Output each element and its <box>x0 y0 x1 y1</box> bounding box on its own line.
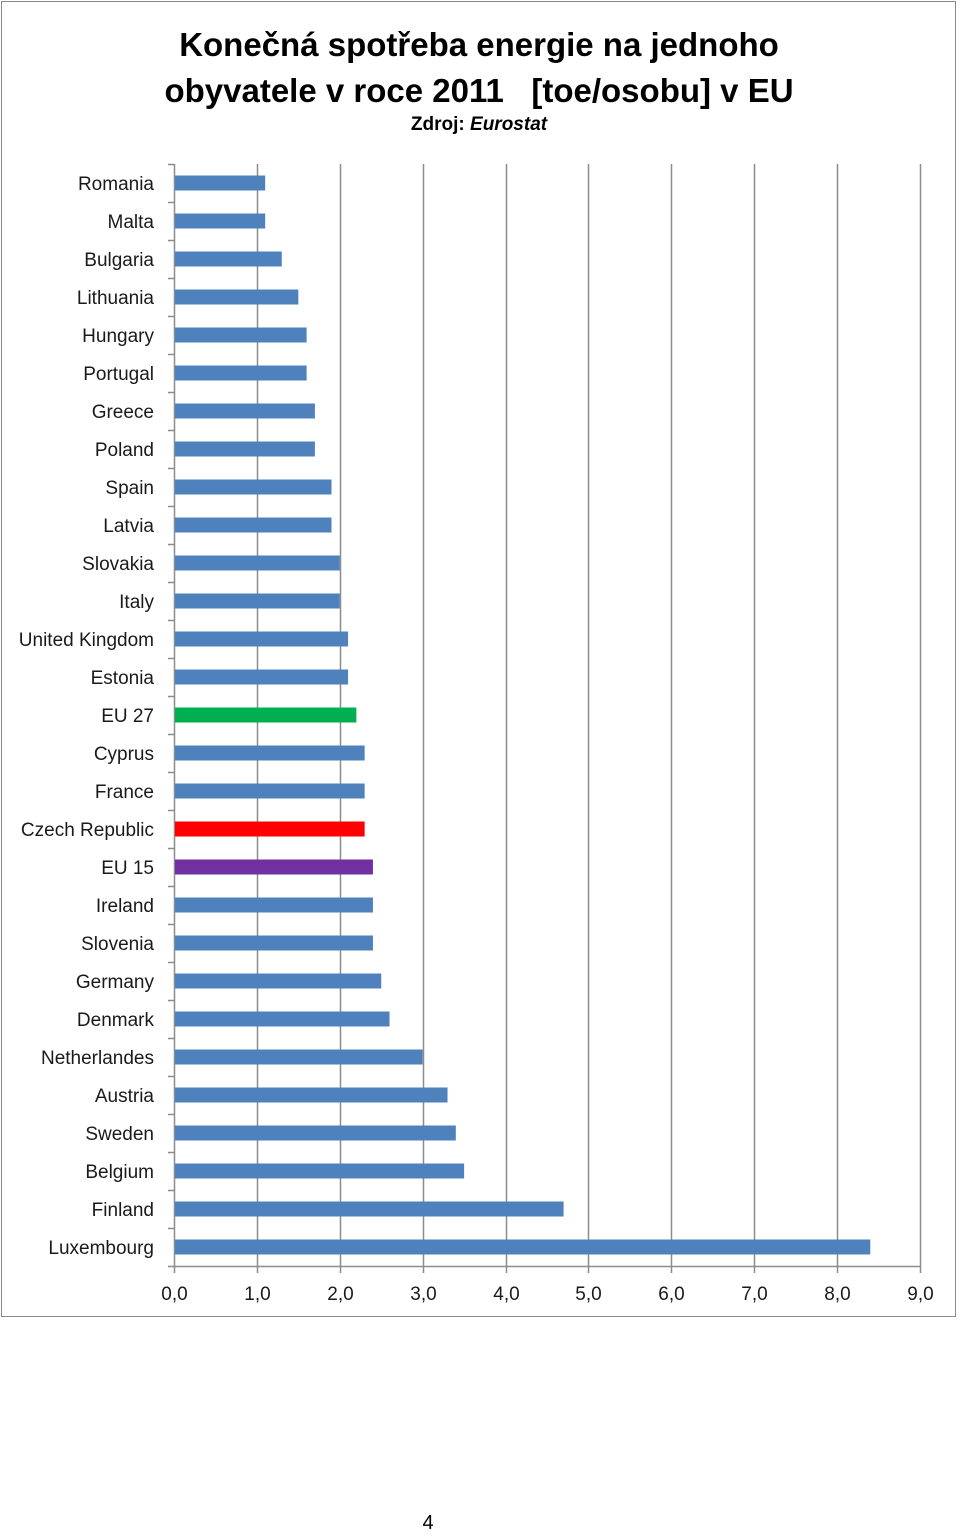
chart-title: Konečná spotřeba energie na jednoho obyv… <box>0 22 958 114</box>
x-tick-label: 2,0 <box>327 1284 353 1305</box>
chart-subtitle: Zdroj: Eurostat <box>0 114 958 136</box>
bar <box>175 441 315 457</box>
category-label: Cyprus <box>94 744 154 765</box>
category-label: Slovenia <box>81 934 154 955</box>
category-label: Ireland <box>96 896 154 917</box>
x-tick-label: 7,0 <box>741 1284 767 1305</box>
bar <box>175 707 357 723</box>
bar <box>175 1049 423 1065</box>
category-label: EU 15 <box>101 858 154 879</box>
bar <box>175 935 373 951</box>
subtitle-prefix: Zdroj: <box>410 114 471 135</box>
bar <box>175 1011 390 1027</box>
bar <box>175 175 266 191</box>
category-label: Bulgaria <box>84 250 154 271</box>
category-label: Greece <box>92 402 154 423</box>
bar <box>175 593 340 609</box>
category-label: United Kingdom <box>19 630 154 651</box>
category-label: Luxembourg <box>48 1238 154 1259</box>
bar <box>175 517 332 533</box>
x-tick-label: 3,0 <box>410 1284 436 1305</box>
x-tick-label: 0,0 <box>161 1284 187 1305</box>
category-label: France <box>95 782 154 803</box>
category-label: Germany <box>76 972 155 993</box>
bar <box>175 973 382 989</box>
category-label: Sweden <box>85 1124 154 1145</box>
bar <box>175 289 299 305</box>
category-label: Finland <box>92 1200 154 1221</box>
category-label: Portugal <box>83 364 154 385</box>
bar <box>175 1163 465 1179</box>
chart-title-line-2: obyvatele v roce 2011 [toe/osobu] v EU <box>164 72 794 109</box>
category-label: Latvia <box>103 516 154 537</box>
bar <box>175 631 349 647</box>
category-label: Poland <box>95 440 154 461</box>
bar <box>175 1125 456 1141</box>
bar <box>175 251 282 267</box>
bar <box>175 783 365 799</box>
category-label: Belgium <box>85 1162 154 1183</box>
bar <box>175 745 365 761</box>
category-label: Malta <box>108 212 155 233</box>
x-tick-label: 6,0 <box>658 1284 684 1305</box>
x-tick-label: 5,0 <box>575 1284 601 1305</box>
bar <box>175 859 373 875</box>
category-label: Austria <box>95 1086 155 1107</box>
x-tick-label: 4,0 <box>493 1284 519 1305</box>
bar <box>175 403 315 419</box>
category-label: Estonia <box>91 668 155 689</box>
x-tick-label: 8,0 <box>824 1284 850 1305</box>
category-label: Hungary <box>82 326 154 347</box>
category-label: Netherlandes <box>41 1048 154 1069</box>
bar <box>175 821 365 837</box>
category-label: Czech Republic <box>21 820 154 841</box>
bar <box>175 555 340 571</box>
category-label: Italy <box>119 592 154 613</box>
chart-frame <box>1 1 956 1317</box>
page-number: 4 <box>422 1512 434 1534</box>
bar <box>175 1201 564 1217</box>
bar <box>175 365 307 381</box>
bar-chart: 0,0 1,0 2,0 3,0 4,0 5,0 6,0 7,0 8,0 9,0 Romania Mal… <box>19 163 934 1305</box>
category-label: EU 27 <box>101 706 154 727</box>
chart-title-line-1: Konečná spotřeba energie na jednoho <box>179 26 779 63</box>
bar <box>175 479 332 495</box>
subtitle-source: Eurostat <box>470 114 548 135</box>
bar <box>175 213 266 229</box>
bar <box>175 1239 871 1255</box>
bar <box>175 669 349 685</box>
x-tick-label: 1,0 <box>244 1284 270 1305</box>
category-label: Slovakia <box>82 554 154 575</box>
bar <box>175 1087 448 1103</box>
category-label: Denmark <box>77 1010 155 1031</box>
category-label: Spain <box>105 478 154 499</box>
category-label: Lithuania <box>77 288 155 309</box>
x-tick-label: 9,0 <box>907 1284 933 1305</box>
category-label: Romania <box>78 174 154 195</box>
bar <box>175 897 373 913</box>
bar <box>175 327 307 343</box>
